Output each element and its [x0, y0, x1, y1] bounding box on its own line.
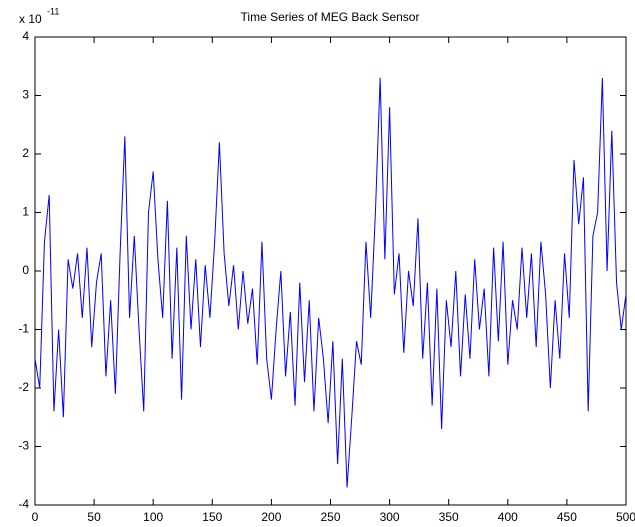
- x-tick-label: 250: [320, 510, 340, 524]
- x-tick-label: 350: [439, 510, 459, 524]
- x-tick-label: 450: [557, 510, 577, 524]
- chart-title: Time Series of MEG Back Sensor: [241, 10, 420, 24]
- x-tick-label: 0: [32, 510, 39, 524]
- y-tick-label: 3: [22, 88, 29, 102]
- y-tick-label: -2: [18, 380, 29, 394]
- x-tick-label: 400: [498, 510, 518, 524]
- x-tick-label: 100: [143, 510, 163, 524]
- x-tick-label: 50: [87, 510, 101, 524]
- x-tick-label: 300: [380, 510, 400, 524]
- y-tick-label: -3: [18, 439, 29, 453]
- y-tick-label: 0: [22, 263, 29, 277]
- y-tick-label: 4: [22, 29, 29, 43]
- exponent-base: x 10: [19, 12, 42, 26]
- exponent-power: -11: [47, 6, 59, 16]
- x-tick-label: 150: [202, 510, 222, 524]
- y-tick-label: 1: [22, 205, 29, 219]
- series-line: [34, 77, 627, 488]
- plot-box: [34, 36, 627, 506]
- y-tick-label: 2: [22, 146, 29, 160]
- x-tick-label: 500: [616, 510, 635, 524]
- x-tick-label: 200: [261, 510, 281, 524]
- y-tick-label: -1: [18, 322, 29, 336]
- y-tick-label: -4: [18, 497, 29, 511]
